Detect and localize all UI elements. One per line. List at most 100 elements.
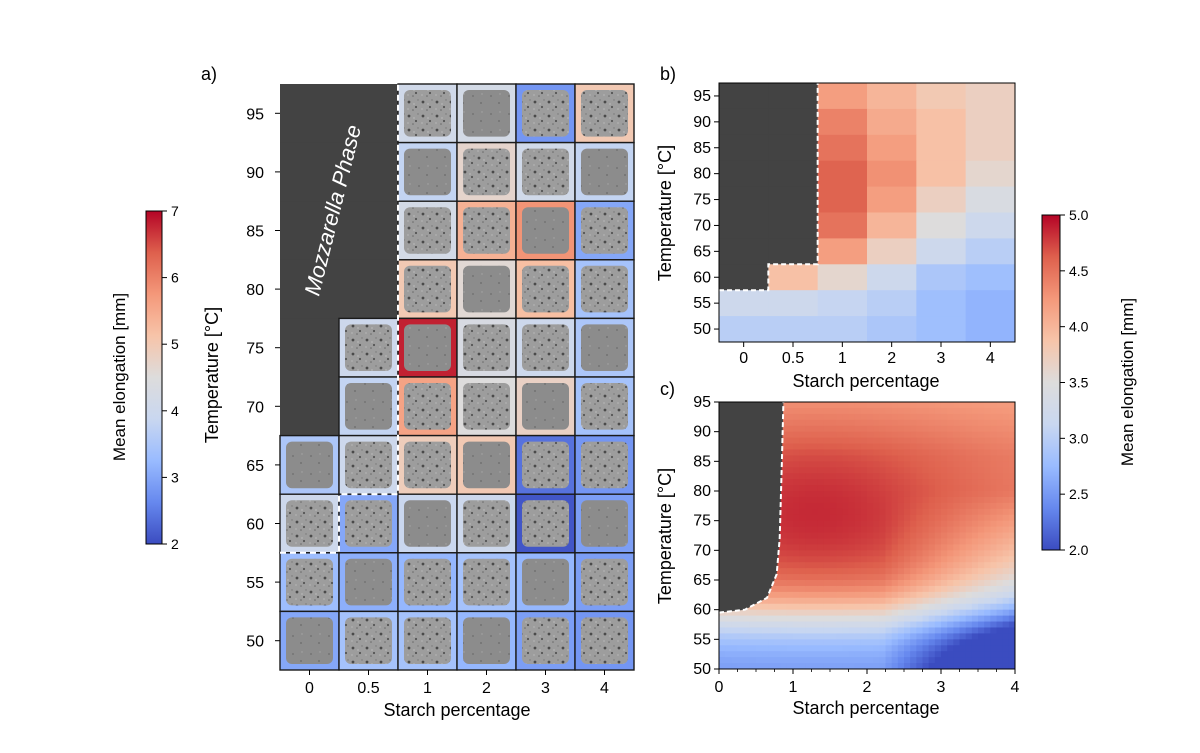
field-cell [984, 431, 991, 439]
field-cell [867, 479, 874, 486]
field-cell [1008, 574, 1015, 581]
field-cell [842, 556, 850, 563]
field-cell [867, 538, 874, 545]
field-cell [780, 520, 788, 528]
field-cell [971, 651, 979, 658]
field-cell [879, 550, 887, 557]
field-cell [904, 544, 911, 551]
field-cell [959, 413, 967, 421]
sample-cell [574, 610, 635, 671]
field-cell [947, 621, 954, 629]
field-cell [1008, 467, 1015, 474]
field-cell [793, 597, 800, 605]
field-cell [959, 437, 967, 445]
field-cell [978, 425, 985, 433]
field-cell [916, 609, 924, 617]
field-cell [971, 621, 979, 629]
x-tick-label: 2 [482, 680, 491, 697]
colorbar-tick-label: 5 [171, 336, 179, 352]
field-cell [817, 449, 825, 456]
sample-photo [404, 558, 451, 606]
field-cell [959, 419, 967, 427]
field-cell [1008, 651, 1015, 658]
field-cell [811, 455, 819, 462]
field-cell [799, 544, 806, 551]
field-cell [941, 419, 948, 427]
field-cell [854, 544, 862, 551]
field-cell [836, 425, 843, 433]
field-cell [786, 467, 794, 474]
field-cell [867, 473, 874, 480]
field-cell [885, 402, 893, 409]
field-cell [996, 585, 1004, 593]
x-tick-label: 1 [789, 679, 798, 696]
field-cell [780, 473, 788, 480]
heatmap-cell [965, 186, 1016, 213]
field-cell [786, 633, 794, 640]
field-cell [971, 615, 979, 623]
field-cell [854, 419, 862, 427]
colorbar-tick-label: 3.0 [1069, 430, 1089, 446]
field-cell [885, 597, 893, 605]
field-cell [947, 437, 954, 445]
sample-photo [345, 558, 392, 606]
y-tick-label: 90 [693, 424, 711, 441]
field-cell [922, 526, 930, 534]
field-cell [725, 621, 732, 629]
field-cell [885, 449, 893, 456]
field-cell [823, 651, 831, 658]
field-cell [971, 508, 979, 516]
field-cell [817, 568, 825, 575]
field-cell [860, 538, 868, 545]
field-cell [897, 556, 905, 563]
field-cell [780, 419, 788, 427]
x-tick-label: 0 [715, 679, 724, 696]
field-cell [830, 437, 837, 445]
field-cell [891, 544, 899, 551]
field-cell [830, 425, 837, 433]
field-cell [823, 663, 831, 669]
field-cell [928, 645, 936, 652]
field-cell [848, 425, 856, 433]
field-cell [793, 538, 800, 545]
sample-photo [463, 441, 510, 489]
field-cell [922, 633, 930, 640]
field-cell [1008, 449, 1015, 456]
mozzarella-cell [280, 84, 340, 144]
mozzarella-cell [768, 212, 819, 239]
field-cell [1002, 562, 1010, 569]
field-cell [823, 491, 831, 498]
field-cell [928, 550, 936, 557]
field-cell [811, 449, 819, 456]
field-cell [984, 556, 991, 563]
sample-cell [279, 493, 340, 554]
field-cell [959, 568, 967, 575]
field-cell [941, 538, 948, 545]
field-cell [971, 443, 979, 451]
field-cell [768, 591, 776, 599]
field-cell [904, 591, 911, 599]
field-cell [1002, 633, 1010, 640]
field-cell [910, 615, 917, 623]
field-cell [978, 437, 985, 445]
field-cell [910, 645, 917, 652]
field-cell [1008, 633, 1015, 640]
field-cell [947, 508, 954, 516]
field-cell [854, 538, 862, 545]
field-cell [916, 425, 924, 433]
field-cell [1008, 485, 1015, 492]
field-cell [848, 585, 856, 593]
field-cell [984, 633, 991, 640]
mozzarella-cell [339, 259, 399, 319]
field-cell [756, 633, 763, 640]
field-cell [768, 657, 776, 664]
field-cell [811, 520, 819, 528]
x-tick-label: 0 [305, 680, 314, 697]
field-cell [916, 431, 924, 439]
field-cell [996, 538, 1004, 545]
field-cell [879, 413, 887, 421]
field-cell [823, 627, 831, 634]
field-cell [780, 479, 788, 486]
field-cell [965, 479, 973, 486]
